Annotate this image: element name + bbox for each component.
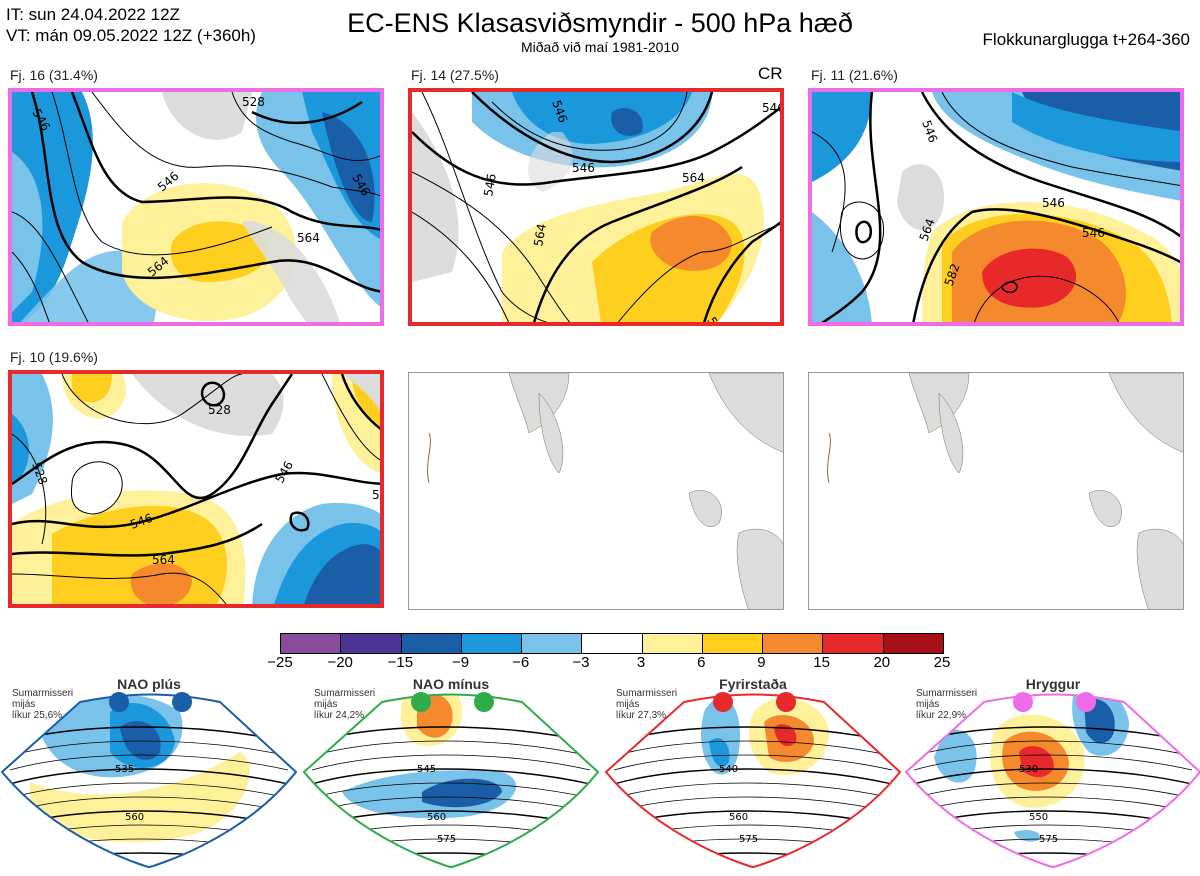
init-time: IT: sun 24.04.2022 12Z xyxy=(6,5,180,24)
contour-label: 564 xyxy=(704,315,728,327)
cluster-window: Flokkunarglugga t+264-360 xyxy=(982,30,1190,49)
cluster-map-16: 528 546 546 564 564 546 xyxy=(8,88,384,326)
colorbar-cell xyxy=(460,634,522,653)
regime-contour-label: 575 xyxy=(1039,834,1058,845)
colorbar-tick: 6 xyxy=(697,654,706,671)
regime-title: Hryggur xyxy=(1025,676,1081,692)
regime-info: Sumarmisseri mijás líkur 25,6% xyxy=(12,688,73,721)
contour-label: 546 xyxy=(372,488,384,502)
regime-season: Sumarmisseri xyxy=(616,688,678,699)
contour-label: 564 xyxy=(297,231,320,245)
contour-label: 546 xyxy=(1042,196,1065,210)
colorbar-cell xyxy=(340,634,401,653)
regime-season: Sumarmisseri xyxy=(314,688,376,699)
header-info: IT: sun 24.04.2022 12Z VT: mán 09.05.202… xyxy=(6,4,256,46)
colorbar-tick: −6 xyxy=(512,654,530,671)
regime-contour-label: 545 xyxy=(417,764,436,775)
contour-label: 564 xyxy=(531,223,549,248)
colorbar-tick: 9 xyxy=(757,654,766,671)
colorbar-cell xyxy=(400,634,461,653)
regime-contour-label: 560 xyxy=(729,812,748,823)
regime-sector-map: 535 560 xyxy=(0,672,298,871)
regime-month: mijás xyxy=(616,699,640,710)
regime-month: mijás xyxy=(314,699,338,710)
cluster-tag-cr: CR xyxy=(758,64,783,83)
cluster-label-10: Fj. 10 (19.6%) xyxy=(10,349,98,365)
empty-map-panel xyxy=(408,372,784,610)
regime-probability: líkur 25,6% xyxy=(12,710,63,721)
regime-sector-map: 545 560 575 xyxy=(302,672,600,871)
regime-sector-map: 540 560 575 xyxy=(604,672,902,871)
colorbar-tick: 25 xyxy=(933,654,951,671)
regime-probability: líkur 27,3% xyxy=(616,710,667,721)
regime-marker-dot xyxy=(713,692,733,712)
colorbar-cell xyxy=(822,634,883,653)
colorbar-cell xyxy=(641,634,702,653)
cluster-label-16: Fj. 16 (31.4%) xyxy=(10,67,98,83)
cluster-label-11: Fj. 11 (21.6%) xyxy=(811,67,898,83)
regime-contour-label: 535 xyxy=(115,764,134,775)
regime-title: Fyrirstaða xyxy=(719,676,787,692)
colorbar-tick: −3 xyxy=(572,654,590,671)
regime-contour-label: 560 xyxy=(427,812,446,823)
empty-map-panel xyxy=(808,372,1184,610)
regime-contour-label: 540 xyxy=(719,764,738,775)
regime-contour-label: 530 xyxy=(1019,764,1038,775)
colorbar-cell xyxy=(882,634,943,653)
colorbar-cell xyxy=(581,634,642,653)
colorbar-cell xyxy=(701,634,763,653)
regime-info: Sumarmisseri mijás líkur 22,9% xyxy=(916,688,977,721)
regime-marker-dot xyxy=(172,692,192,712)
colorbar-cell xyxy=(762,634,823,653)
regime-month: mijás xyxy=(12,699,36,710)
colorbar-tick: 3 xyxy=(636,654,646,671)
regime-info: Sumarmisseri mijás líkur 24,2% xyxy=(314,688,375,721)
contour-label: 546 xyxy=(481,173,499,198)
contour-label: 528 xyxy=(242,95,265,109)
regime-probability: líkur 22,9% xyxy=(916,710,967,721)
cluster-map-11: 546 546 564 582 546 xyxy=(808,88,1184,326)
regime-marker-dot xyxy=(411,692,431,712)
valid-time: VT: mán 09.05.2022 12Z (+360h) xyxy=(6,26,256,45)
cluster-map-14: 546 546 564 564 564 546 546 xyxy=(408,88,784,326)
contour-label: 564 xyxy=(682,171,705,185)
regime-contour-label: 575 xyxy=(739,834,758,845)
regime-marker-dot xyxy=(1013,692,1033,712)
colorbar-tick: 20 xyxy=(873,654,891,671)
colorbar xyxy=(280,633,944,654)
cluster-label-14: Fj. 14 (27.5%) xyxy=(411,67,499,83)
contour-label: 546 xyxy=(572,161,595,175)
colorbar-tick: −9 xyxy=(451,654,470,671)
colorbar-cell xyxy=(521,634,582,653)
regime-marker-dot xyxy=(109,692,129,712)
page-subtitle: Miðað við maí 1981-2010 xyxy=(521,39,679,55)
regime-season: Sumarmisseri xyxy=(916,688,978,699)
regime-marker-dot xyxy=(776,692,796,712)
regime-title: NAO mínus xyxy=(412,676,490,692)
regime-title: NAO plús xyxy=(117,676,181,692)
regime-month: mijás xyxy=(916,699,940,710)
colorbar-tick: −15 xyxy=(387,654,414,671)
colorbar-tick: −20 xyxy=(327,654,353,671)
regime-sector-map: 530 550 575 xyxy=(904,672,1200,871)
regime-marker-dot xyxy=(474,692,494,712)
contour-label: 546 xyxy=(919,118,940,144)
page-title: EC-ENS Klasasviðsmyndir - 500 hPa hæð xyxy=(347,8,853,38)
regime-probability: líkur 24,2% xyxy=(314,710,365,721)
regime-marker-dot xyxy=(1076,692,1096,712)
contour-label: 546 xyxy=(762,101,784,115)
regime-contour-label: 560 xyxy=(125,812,144,823)
cluster-map-10: 528 546 546 564 546 528 xyxy=(8,370,384,608)
regime-contour-label: 550 xyxy=(1029,812,1048,823)
contour-label: 564 xyxy=(152,553,175,567)
colorbar-tick: −25 xyxy=(267,654,293,671)
regime-season: Sumarmisseri xyxy=(12,688,74,699)
contour-label: 546 xyxy=(1082,226,1105,240)
regime-info: Sumarmisseri mijás líkur 27,3% xyxy=(616,688,677,721)
colorbar-tick: 15 xyxy=(813,654,830,671)
regime-contour-label: 575 xyxy=(437,834,456,845)
colorbar-cell xyxy=(281,634,341,653)
contour-label: 528 xyxy=(208,403,231,417)
